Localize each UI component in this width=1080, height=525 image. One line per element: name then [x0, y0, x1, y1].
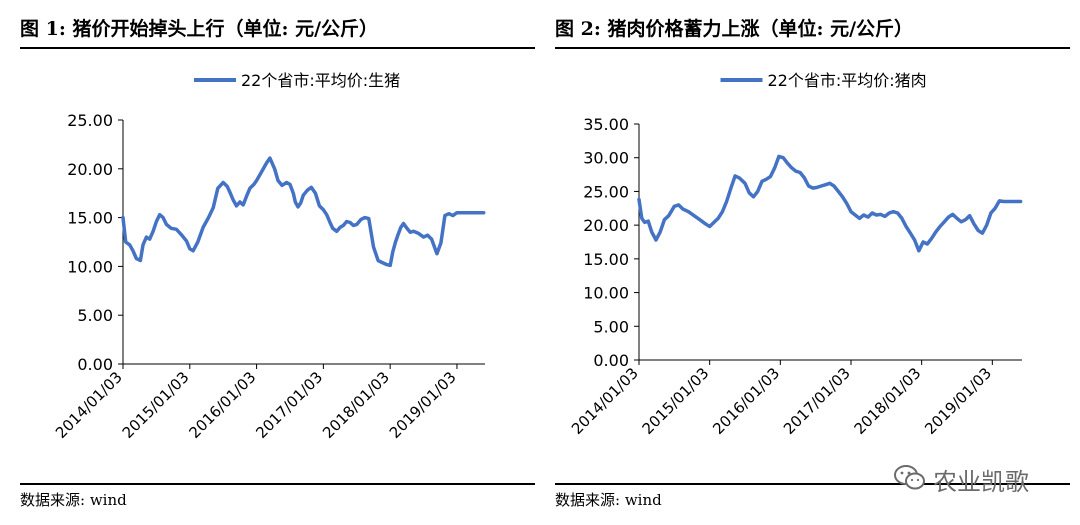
watermark-text: 农业凯歌	[933, 468, 1029, 496]
x-tick-label: 2018/01/03	[851, 364, 925, 438]
y-tick-label: 20.00	[67, 160, 113, 179]
chart-panel-2: 图 2: 猪肉价格蓄力上涨（单位: 元/公斤） 22个省市:平均价:猪肉 0.00…	[555, 0, 1070, 525]
x-tick-label: 2017/01/03	[252, 368, 326, 442]
source-note: 数据来源: wind	[555, 491, 662, 509]
y-tick-label: 0.00	[77, 355, 113, 374]
title-rule	[20, 47, 535, 49]
chart-2: 22个省市:平均价:猪肉 0.00 5.00 10.00 15.00 20.00 25.00…	[568, 71, 1023, 438]
chart-title: 图 1: 猪价开始掉头上行（单位: 元/公斤）	[20, 18, 379, 40]
wechat-icon	[894, 465, 925, 490]
y-tick-label: 10.00	[583, 284, 629, 303]
source-note: 数据来源: wind	[20, 491, 127, 509]
series-line	[121, 156, 486, 268]
legend-label: 22个省市:平均价:生猪	[241, 71, 400, 90]
x-tick-label: 2015/01/03	[119, 368, 193, 442]
y-tick-label: 5.00	[77, 306, 113, 325]
y-tick-label: 5.00	[593, 317, 629, 336]
x-tick-label: 2016/01/03	[709, 364, 783, 438]
chart-panel-1: 图 1: 猪价开始掉头上行（单位: 元/公斤） 22个省市:平均价:生猪 0.00…	[20, 0, 535, 525]
y-tick-label: 15.00	[583, 250, 629, 269]
x-tick-label: 2015/01/03	[639, 364, 713, 438]
y-tick-label: 25.00	[583, 182, 629, 201]
y-tick-label: 20.00	[583, 216, 629, 235]
x-tick-label: 2014/01/03	[52, 368, 126, 442]
x-tick-label: 2017/01/03	[780, 364, 854, 438]
y-tick-label: 25.00	[67, 111, 113, 130]
x-tick-label: 2014/01/03	[568, 364, 642, 438]
source-rule	[20, 483, 535, 485]
y-tick-label: 35.00	[583, 115, 629, 134]
title-rule	[555, 47, 1070, 49]
chart-1: 22个省市:平均价:生猪 0.00 5.00 10.00 15.00 20.00 25.00…	[52, 71, 486, 442]
legend-label: 22个省市:平均价:猪肉	[768, 71, 927, 90]
chart-title: 图 2: 猪肉价格蓄力上涨（单位: 元/公斤）	[555, 18, 914, 40]
y-tick-label: 15.00	[67, 209, 113, 228]
watermark: 农业凯歌	[893, 458, 1073, 498]
x-tick-label: 2018/01/03	[319, 368, 393, 442]
x-tick-label: 2019/01/03	[921, 364, 995, 438]
source-rule	[555, 483, 1070, 485]
y-tick-label: 0.00	[593, 351, 629, 370]
y-tick-label: 10.00	[67, 257, 113, 276]
y-tick-label: 30.00	[583, 149, 629, 168]
x-tick-label: 2016/01/03	[186, 368, 260, 442]
series-line	[637, 154, 1023, 253]
x-tick-label: 2019/01/03	[386, 368, 460, 442]
